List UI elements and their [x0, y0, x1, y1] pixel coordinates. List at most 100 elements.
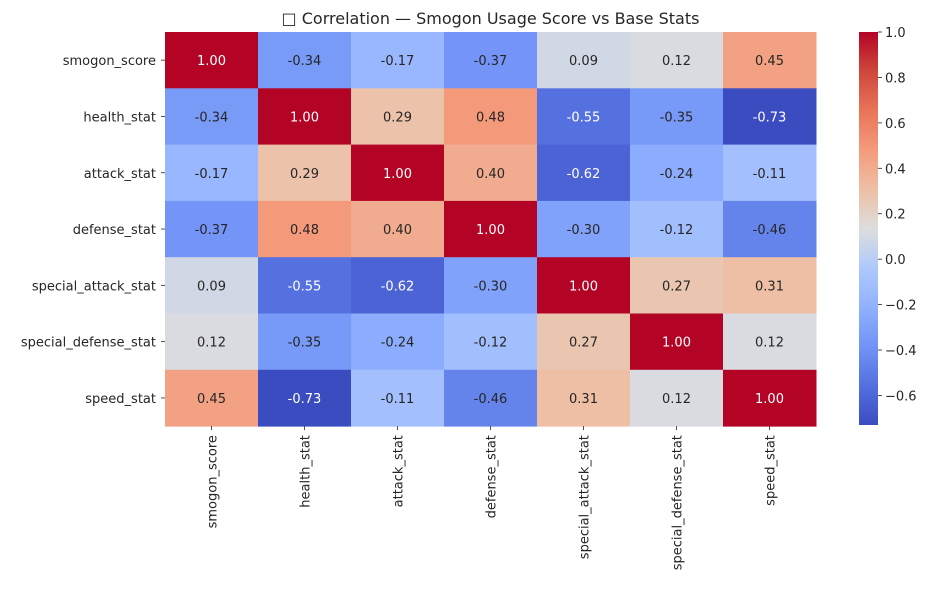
cell-value-label-3-4: -0.30	[567, 223, 601, 238]
heatmap-cell-3-5	[630, 200, 724, 258]
heatmap-cell-4-2	[351, 257, 445, 314]
y-tick-label-0: smogon_score	[63, 54, 156, 69]
heatmap-cell-2-6	[723, 144, 817, 202]
heatmap-cell-3-0	[165, 200, 259, 258]
heatmap-cell-1-0	[165, 88, 259, 146]
cell-value-label-3-2: 0.40	[383, 223, 412, 238]
colorbar-tick-label-4: 0.2	[885, 208, 906, 223]
cell-value-label-6-4: 0.31	[569, 392, 598, 407]
x-tick-label-3: defense_stat	[485, 435, 500, 518]
heatmap-cell-3-3	[444, 200, 538, 258]
heatmap-cell-0-4	[537, 32, 631, 89]
heatmap-cell-4-5	[630, 257, 724, 314]
colorbar-gradient	[859, 32, 878, 425]
cell-value-label-4-3: -0.30	[474, 279, 508, 294]
cell-value-label-5-6: 0.12	[755, 336, 784, 351]
cell-value-label-2-5: -0.24	[660, 167, 694, 182]
heatmap-cell-0-2	[351, 32, 445, 89]
cell-value-label-0-4: 0.09	[569, 54, 598, 69]
heatmap-cell-5-1	[258, 313, 352, 371]
cell-value-label-4-5: 0.27	[662, 279, 691, 294]
cell-value-label-0-0: 1.00	[197, 54, 226, 69]
heatmap-cell-4-4	[537, 257, 631, 314]
cell-value-label-0-1: -0.34	[288, 54, 322, 69]
y-tick-label-4: special_attack_stat	[32, 279, 156, 294]
x-tick-label-6: speed_stat	[764, 435, 779, 506]
cell-value-label-1-3: 0.48	[476, 110, 505, 125]
cell-value-label-6-5: 0.12	[662, 392, 691, 407]
cell-value-label-1-5: -0.35	[660, 110, 694, 125]
heatmap-cell-2-3	[444, 144, 538, 202]
heatmap-cell-1-6	[723, 88, 817, 146]
colorbar-tick-label-3: 0.4	[885, 162, 906, 177]
x-tick-label-1: health_stat	[299, 435, 314, 508]
cell-value-label-6-3: -0.46	[474, 392, 508, 407]
cell-value-label-1-0: -0.34	[195, 110, 229, 125]
heatmap-cell-5-5	[630, 313, 724, 371]
x-tick-label-0: smogon_score	[206, 435, 221, 528]
cell-value-label-0-2: -0.17	[381, 54, 415, 69]
cell-value-label-1-4: -0.55	[567, 110, 601, 125]
heatmap-cell-4-1	[258, 257, 352, 314]
colorbar: 1.0 0.8 0.6 0.4 0.2 0.0 −0.2 −0.4 −0.6	[859, 26, 917, 425]
heatmap-cell-0-3	[444, 32, 538, 89]
heatmap-cells: 1.00 -0.34 -0.17 -0.37 0.09 0.12 0.45 -0.34 1.00…	[165, 32, 817, 427]
cell-value-label-1-6: -0.73	[753, 110, 787, 125]
heatmap-cell-5-2	[351, 313, 445, 371]
heatmap-cell-2-4	[537, 144, 631, 202]
cell-value-label-0-6: 0.45	[755, 54, 784, 69]
cell-value-label-5-3: -0.12	[474, 336, 508, 351]
cell-value-label-2-6: -0.11	[753, 167, 787, 182]
heatmap-cell-1-3	[444, 88, 538, 146]
heatmap-cell-6-1	[258, 369, 352, 427]
cell-value-label-3-5: -0.12	[660, 223, 694, 238]
x-tick-label-2: attack_stat	[392, 435, 407, 507]
colorbar-tick-label-0: 1.0	[885, 26, 906, 41]
cell-value-label-6-0: 0.45	[197, 392, 226, 407]
heatmap-cell-6-5	[630, 369, 724, 427]
heatmap-cell-2-5	[630, 144, 724, 202]
cell-value-label-5-2: -0.24	[381, 336, 415, 351]
colorbar-tick-label-2: 0.6	[885, 117, 906, 132]
colorbar-tick-label-6: −0.2	[885, 299, 917, 314]
cell-value-label-6-1: -0.73	[288, 392, 322, 407]
heatmap-cell-1-1	[258, 88, 352, 146]
heatmap-cell-1-2	[351, 88, 445, 146]
cell-value-label-6-2: -0.11	[381, 392, 415, 407]
heatmap-cell-3-1	[258, 200, 352, 258]
heatmap-cell-5-4	[537, 313, 631, 371]
cell-value-label-2-1: 0.29	[290, 167, 319, 182]
cell-value-label-5-4: 0.27	[569, 336, 598, 351]
cell-value-label-1-1: 1.00	[290, 110, 319, 125]
heatmap-cell-0-1	[258, 32, 352, 89]
x-tick-label-4: special_attack_stat	[578, 435, 593, 559]
heatmap-cell-3-2	[351, 200, 445, 258]
heatmap-cell-4-0	[165, 257, 259, 314]
x-tick-label-5: special_defense_stat	[671, 435, 686, 570]
heatmap-cell-6-0	[165, 369, 259, 427]
heatmap-cell-0-0	[165, 32, 259, 89]
cell-value-label-0-3: -0.37	[474, 54, 508, 69]
y-tick-label-3: defense_stat	[73, 223, 156, 238]
heatmap-cell-0-6	[723, 32, 817, 89]
cell-value-label-5-1: -0.35	[288, 336, 322, 351]
y-tick-label-2: attack_stat	[84, 167, 156, 182]
y-tick-label-5: special_defense_stat	[21, 336, 156, 351]
y-tick-label-6: speed_stat	[85, 392, 156, 407]
cell-value-label-4-2: -0.62	[381, 279, 415, 294]
chart-title: □ Correlation — Smogon Usage Score vs Ba…	[282, 9, 700, 28]
cell-value-label-2-2: 1.00	[383, 167, 412, 182]
cell-value-label-5-0: 0.12	[197, 336, 226, 351]
heatmap-cell-6-4	[537, 369, 631, 427]
cell-value-label-3-3: 1.00	[476, 223, 505, 238]
y-tick-label-1: health_stat	[83, 110, 156, 125]
heatmap-cell-5-3	[444, 313, 538, 371]
cell-value-label-3-6: -0.46	[753, 223, 787, 238]
heatmap-cell-2-1	[258, 144, 352, 202]
heatmap-cell-3-4	[537, 200, 631, 258]
heatmap-cell-2-2	[351, 144, 445, 202]
heatmap-cell-6-3	[444, 369, 538, 427]
colorbar-tick-label-7: −0.4	[885, 344, 917, 359]
cell-value-label-3-1: 0.48	[290, 223, 319, 238]
heatmap-cell-5-6	[723, 313, 817, 371]
